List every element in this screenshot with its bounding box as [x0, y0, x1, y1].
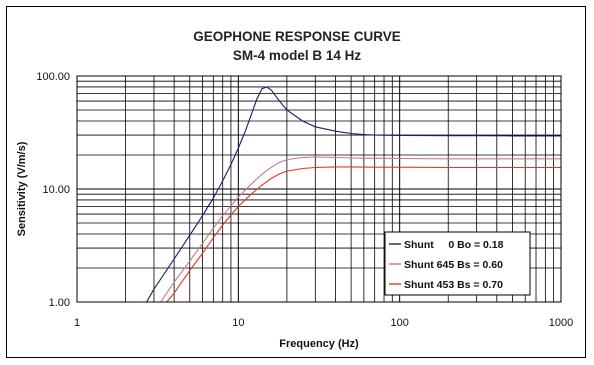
series-layer — [146, 86, 561, 303]
legend-label: Shunt 453 Bs = 0.70 — [404, 279, 503, 291]
tick-labels: 1 10 100 1000 1.00 10.00 100.00 — [36, 71, 573, 329]
y-tick-label: 1.00 — [49, 297, 70, 309]
legend-box — [384, 231, 531, 296]
legend-label: Shunt 645 Bs = 0.60 — [404, 259, 503, 271]
series-line-3 — [166, 166, 561, 303]
x-axis-title: Frequency (Hz) — [279, 338, 359, 350]
chart-title: GEOPHONE RESPONSE CURVE — [193, 29, 401, 44]
series-line-2 — [160, 156, 561, 303]
series-line-1 — [146, 86, 561, 303]
plot-area-border — [76, 75, 562, 303]
y-tick-label: 10.00 — [42, 184, 70, 196]
grid — [76, 75, 562, 303]
x-tick-label: 10 — [232, 317, 244, 329]
chart-subtitle: SM-4 model B 14 Hz — [233, 48, 362, 63]
x-tick-label: 1000 — [549, 317, 573, 329]
legend: Shunt 0 Bo = 0.18 Shunt 645 Bs = 0.60 Shun… — [384, 231, 531, 296]
y-axis-title: Sensitivity (V/m/s) — [16, 141, 28, 236]
x-tick-label: 1 — [74, 317, 80, 329]
legend-label: Shunt 0 Bo = 0.18 — [404, 239, 504, 251]
x-tick-label: 100 — [390, 317, 408, 329]
y-tick-label: 100.00 — [36, 71, 70, 83]
